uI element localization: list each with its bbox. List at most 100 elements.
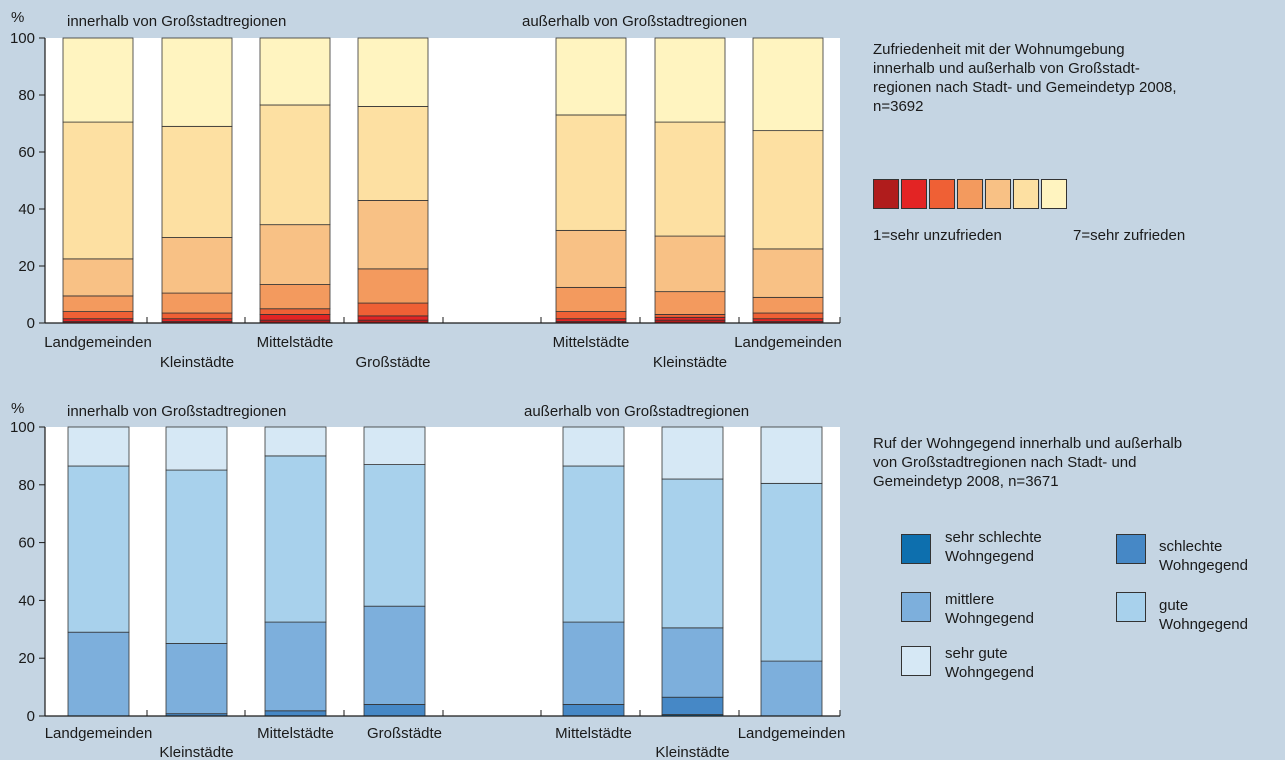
bottom-y-tick-label: 60 bbox=[18, 535, 35, 552]
top-bar-segment bbox=[161, 312, 233, 320]
scale-swatch-2 bbox=[901, 179, 927, 209]
top-bar-segment bbox=[161, 237, 233, 294]
top-category-label: Kleinstädte bbox=[160, 354, 234, 371]
top-y-unit: % bbox=[11, 9, 24, 26]
bottom-bar-segment bbox=[363, 605, 426, 705]
top-bar-segment bbox=[161, 125, 233, 238]
scale-label-high: 7=sehr zufrieden bbox=[1073, 227, 1186, 244]
bottom-bar-segment bbox=[562, 621, 625, 705]
top-bar-segment bbox=[555, 37, 627, 116]
bottom-bar-segment bbox=[264, 621, 327, 712]
bottom-bar-segment bbox=[661, 426, 724, 480]
top-bar-segment bbox=[62, 121, 134, 260]
bottom-y-tick-label: 80 bbox=[18, 477, 35, 494]
bottom-bar-segment bbox=[264, 426, 327, 457]
top-bar-segment bbox=[259, 308, 331, 315]
top-bar-segment bbox=[752, 318, 824, 322]
top-y-tick-label: 80 bbox=[18, 87, 35, 104]
scale-label-low: 1=sehr unzufrieden bbox=[873, 227, 1002, 244]
top-category-label: Mittelstädte bbox=[553, 334, 630, 351]
top-bar-segment bbox=[357, 37, 429, 107]
bottom-bar-segment bbox=[165, 469, 228, 644]
top-category-label: Großstädte bbox=[355, 354, 430, 371]
scale-swatch-7 bbox=[1041, 179, 1067, 209]
bottom-bar-segment bbox=[562, 465, 625, 623]
top-bar-segment bbox=[62, 37, 134, 123]
top-bar-segment bbox=[654, 291, 726, 315]
scale-swatch-1 bbox=[873, 179, 899, 209]
top-bar-segment bbox=[555, 286, 627, 313]
legend-swatch bbox=[1116, 534, 1146, 564]
bottom-bar-segment bbox=[165, 426, 228, 471]
top-bar-segment bbox=[654, 235, 726, 293]
top-bar-segment bbox=[555, 311, 627, 320]
bottom-bar-segment bbox=[661, 478, 724, 629]
bottom-y-tick-label: 20 bbox=[18, 650, 35, 667]
top-bar-segment bbox=[555, 318, 627, 322]
bottom-category-label: Großstädte bbox=[367, 725, 442, 742]
top-y-tick-label: 100 bbox=[10, 30, 35, 47]
top-group-title: innerhalb von Großstadtregionen bbox=[67, 13, 286, 30]
bottom-y-tick-label: 0 bbox=[27, 708, 35, 725]
top-bar-segment bbox=[357, 200, 429, 270]
top-bar-segment bbox=[62, 258, 134, 297]
top-bar-segment bbox=[357, 315, 429, 321]
top-bar-segment bbox=[752, 130, 824, 250]
top-bar-segment bbox=[161, 37, 233, 127]
bottom-bar-segment bbox=[760, 426, 823, 484]
top-category-label: Mittelstädte bbox=[257, 334, 334, 351]
bottom-category-label: Kleinstädte bbox=[159, 744, 233, 760]
top-bar-segment bbox=[161, 292, 233, 314]
scale-swatch-5 bbox=[985, 179, 1011, 209]
top-group-title: außerhalb von Großstadtregionen bbox=[522, 13, 747, 30]
scale-swatch-4 bbox=[957, 179, 983, 209]
legend-swatch bbox=[901, 592, 931, 622]
top-bar-segment bbox=[654, 316, 726, 321]
bottom-category-label: Mittelstädte bbox=[257, 725, 334, 742]
bottom-y-tick-label: 100 bbox=[10, 419, 35, 436]
scale-swatch-3 bbox=[929, 179, 955, 209]
bottom-bar-segment bbox=[363, 704, 426, 717]
bottom-bar-segment bbox=[661, 696, 724, 715]
top-bar-segment bbox=[752, 248, 824, 298]
bottom-category-label: Mittelstädte bbox=[555, 725, 632, 742]
top-chart-description: Zufriedenheit mit der Wohnumgebung inner… bbox=[873, 41, 1177, 115]
top-category-label: Kleinstädte bbox=[653, 354, 727, 371]
top-y-tick-label: 20 bbox=[18, 258, 35, 275]
top-y-tick-label: 60 bbox=[18, 144, 35, 161]
scale-swatch-6 bbox=[1013, 179, 1039, 209]
bottom-y-unit: % bbox=[11, 400, 24, 417]
bottom-category-label: Landgemeinden bbox=[45, 725, 153, 742]
bottom-group-title: außerhalb von Großstadtregionen bbox=[524, 403, 749, 420]
bottom-bar-segment bbox=[760, 660, 823, 717]
bottom-category-label: Landgemeinden bbox=[738, 725, 846, 742]
bottom-category-label: Kleinstädte bbox=[655, 744, 729, 760]
legend-swatch bbox=[1116, 592, 1146, 622]
top-bar-segment bbox=[654, 314, 726, 318]
bottom-bar-segment bbox=[67, 465, 130, 633]
bottom-bar-segment bbox=[264, 710, 327, 717]
bottom-bar-segment bbox=[760, 482, 823, 662]
top-bar-segment bbox=[259, 314, 331, 321]
bottom-bar-segment bbox=[562, 426, 625, 467]
top-bar-segment bbox=[752, 37, 824, 132]
bottom-bar-segment bbox=[67, 426, 130, 467]
top-bar-segment bbox=[259, 284, 331, 310]
top-bar-segment bbox=[161, 318, 233, 322]
top-bar-segment bbox=[259, 37, 331, 106]
bottom-group-title: innerhalb von Großstadtregionen bbox=[67, 403, 286, 420]
legend-swatch bbox=[901, 534, 931, 564]
top-y-tick-label: 40 bbox=[18, 201, 35, 218]
top-bar-segment bbox=[752, 296, 824, 314]
top-bar-segment bbox=[555, 229, 627, 288]
top-bar-segment bbox=[654, 121, 726, 237]
top-category-label: Landgemeinden bbox=[734, 334, 842, 351]
top-bar-segment bbox=[259, 104, 331, 226]
top-bar-segment bbox=[357, 268, 429, 304]
bottom-bar-segment bbox=[165, 643, 228, 715]
top-bar-segment bbox=[62, 295, 134, 312]
top-category-label: Landgemeinden bbox=[44, 334, 152, 351]
top-bar-segment bbox=[654, 37, 726, 123]
top-bar-segment bbox=[259, 224, 331, 285]
